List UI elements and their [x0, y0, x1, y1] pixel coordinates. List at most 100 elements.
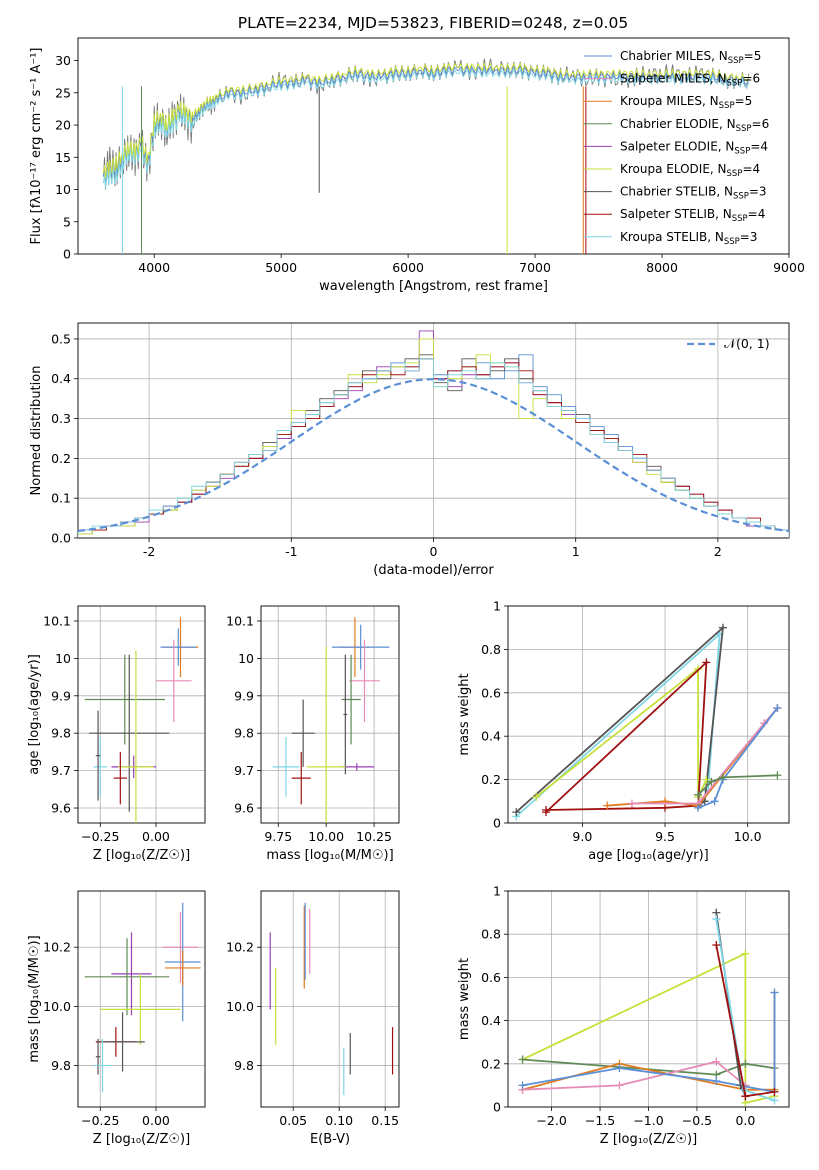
legend-label-sub: SSP: [734, 146, 750, 156]
y-tick-label: 10.1: [43, 613, 71, 628]
legend-label-suffix: =4: [748, 207, 766, 221]
axes-frame: [507, 890, 790, 1108]
legend-label-main: Kroupa ELODIE, N: [620, 162, 727, 176]
mass-weight-marker: [615, 1081, 624, 1090]
legend-label-sub: SSP: [728, 56, 744, 66]
legend-label: Salpeter ELODIE, NSSP=4: [620, 139, 768, 156]
mass-weight-line: [535, 667, 708, 798]
legend-label-suffix: =3: [749, 185, 767, 199]
x-axis-label: age [log₁₀(age/yr)]: [588, 848, 709, 863]
y-tick-label: 30: [55, 53, 71, 68]
age_vs_mass-plot: [272, 617, 390, 823]
mass-weight-marker: [603, 801, 612, 810]
mass-weight-marker: [710, 797, 719, 806]
panel-massweight_vs_Z: −2.0 −1.5 −1.0 −0.5 0.0 0 0.2 0.4 0.6 0.8 1 Z [log₁…: [457, 884, 790, 1147]
x-tick-label: 7000: [519, 260, 551, 275]
age_vs_Z-plot: [84, 617, 199, 823]
spectrum-model-line: [102, 68, 750, 189]
y-axis-label: mass weight: [457, 958, 472, 1040]
x-tick-label: −1.0: [633, 1113, 663, 1128]
massweight_vs_age-plot: [512, 623, 782, 821]
y-tick-label: 9.7: [51, 763, 71, 778]
mass-weight-marker: [615, 1064, 624, 1073]
y-tick-label: 10.1: [226, 613, 254, 628]
panel-mass_vs_EBV: 0.05 0.10 0.15 9.8 10.0 10.2 E(B-V): [226, 890, 400, 1147]
mass-weight-marker: [694, 790, 703, 799]
axes-frame: [77, 605, 206, 824]
mass-weight-marker: [741, 1059, 750, 1068]
legend-label-main: Chabrier MILES, N: [620, 49, 728, 63]
legend-label: Kroupa STELIB, NSSP=3: [620, 230, 758, 247]
mass-weight-line: [607, 707, 779, 807]
y-tick-label: 1: [493, 884, 501, 899]
x-tick-label: 0.00: [142, 829, 170, 844]
y-tick-label: 1: [493, 599, 501, 614]
x-axis-label: E(B-V): [310, 1132, 350, 1147]
x-tick-label: 5000: [265, 260, 297, 275]
y-tick-label: 0.4: [481, 729, 501, 744]
y-axis-label: age [log₁₀(age/yr)]: [27, 654, 42, 775]
mass-weight-line: [697, 707, 779, 809]
mass-weight-marker: [770, 1087, 779, 1096]
axes-frame: [77, 37, 790, 255]
mass-weight-marker: [712, 941, 721, 949]
legend-label: Salpeter MILES, NSSP=6: [620, 72, 760, 89]
panel-residuals: -2 -1 0 1 2 0.0 0.1 0.2 0.3 0.4 0.5 (data-model)/er…: [29, 322, 790, 578]
legend-label-sub: SSP: [727, 79, 743, 89]
legend-label-main: Chabrier STELIB, N: [620, 185, 733, 199]
x-tick-label: 9.0: [572, 829, 592, 844]
x-tick-label: 9000: [773, 260, 805, 275]
x-tick-label: 1: [572, 544, 580, 559]
legend-label-sub: SSP: [736, 124, 752, 134]
x-axis-label: mass [log₁₀(M/M☉)]: [266, 848, 393, 863]
x-axis-label: Z [log₁₀(Z/Z☉)]: [93, 1132, 190, 1147]
mass-weight-marker: [702, 775, 711, 784]
y-tick-label: 9.8: [234, 1058, 254, 1073]
mass-weight-marker: [694, 803, 703, 812]
y-tick-label: 0.2: [481, 772, 501, 787]
y-tick-label: 25: [55, 85, 71, 100]
mass-weight-line: [522, 1060, 746, 1091]
figure-title: PLATE=2234, MJD=53823, FIBERID=0248, z=0…: [238, 14, 628, 32]
y-tick-label: 10.0: [43, 999, 71, 1014]
mass-weight-marker: [718, 623, 727, 632]
panel-age_vs_mass: 9.75 10.00 10.25 9.6 9.7 9.8 9.9 10 10.1 mass [lo…: [226, 605, 400, 863]
massweight_vs_Z-plot: [518, 908, 779, 1107]
mass-weight-line: [697, 774, 778, 796]
x-axis-label: Z [log₁₀(Z/Z☉)]: [93, 848, 190, 863]
mass-weight-marker: [770, 988, 779, 997]
mass-weight-marker: [512, 808, 521, 817]
y-tick-label: 9.8: [234, 726, 254, 741]
legend-label-main: Salpeter ELODIE, N: [620, 139, 734, 153]
y-tick-label: 0.2: [481, 1056, 501, 1071]
y-tick-label: 0.0: [51, 531, 71, 546]
x-axis-label: Z [log₁₀(Z/Z☉)]: [600, 1132, 697, 1147]
legend-label-main: Kroupa STELIB, N: [620, 230, 724, 244]
x-tick-label: 0.0: [735, 1113, 755, 1128]
mass-weight-line: [522, 952, 775, 1104]
legend-label-sub: SSP: [727, 169, 743, 179]
legend-label-main: Chabrier ELODIE, N: [620, 117, 736, 131]
y-tick-label: 9.8: [51, 1058, 71, 1073]
y-tick-label: 10.2: [43, 940, 71, 955]
y-axis-label: mass weight: [457, 673, 472, 755]
residual-legend: 𝒩(0, 1): [687, 336, 770, 351]
mass-weight-marker: [773, 703, 782, 712]
mass_vs_Z-plot: [84, 902, 201, 1093]
mass-weight-marker: [773, 771, 782, 780]
x-tick-label: 9.5: [655, 829, 675, 844]
y-axis-label: mass [log₁₀(M/M☉)]: [27, 935, 42, 1062]
y-tick-label: 10.0: [226, 999, 254, 1014]
mass-weight-marker: [770, 1096, 779, 1105]
y-tick-label: 9.6: [51, 801, 71, 816]
mass-weight-marker: [741, 949, 750, 958]
x-tick-label: 6000: [392, 260, 424, 275]
y-tick-label: 10: [55, 651, 71, 666]
y-tick-label: 9.9: [51, 688, 71, 703]
y-tick-label: 9.7: [234, 763, 254, 778]
x-axis-label: (data-model)/error: [373, 563, 494, 578]
y-tick-label: 0: [493, 816, 501, 831]
legend-label-sub: SSP: [719, 101, 735, 111]
legend-label-suffix: =6: [742, 72, 760, 86]
legend-label: Chabrier STELIB, NSSP=3: [620, 185, 767, 202]
